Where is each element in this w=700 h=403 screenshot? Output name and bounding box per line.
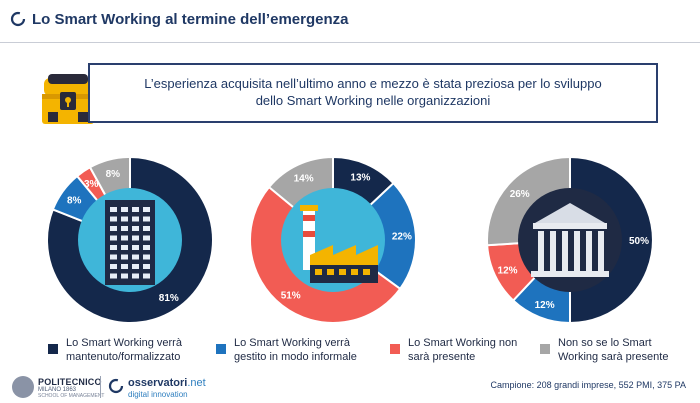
polimi-sub: MILANO 1863: [38, 387, 77, 393]
data-label: 26%: [510, 189, 530, 200]
donut-chart-large-companies: 81% 8% 3% 8%: [45, 155, 215, 325]
data-label: 13%: [350, 173, 370, 184]
header-divider: [0, 42, 700, 43]
legend-swatch: [540, 344, 550, 354]
donut-chart-smes: 13% 22% 51% 14%: [248, 155, 418, 325]
data-label: 51%: [281, 291, 301, 302]
polimi-school: SCHOOL OF MANAGEMENT: [38, 393, 105, 399]
office-building-icon: [78, 188, 182, 292]
callout-line-2: dello Smart Working nelle organizzazioni: [255, 93, 491, 108]
legend-label: Non so se lo Smart Working sarà presente: [558, 337, 669, 363]
legend-swatch: [390, 344, 400, 354]
osservatori-tagline: digital innovation: [128, 390, 188, 399]
polimi-name: POLITECNICO: [38, 377, 102, 387]
donut-chart-svg: 81%8%3%8%: [46, 155, 214, 324]
treasure-chest-icon: [42, 74, 94, 124]
callout-text: L’esperienza acquisita nell’ultimo anno …: [90, 75, 656, 109]
slice-formalized: [46, 155, 214, 324]
chart-legend: Lo Smart Working verrà mantenuto/formali…: [0, 336, 700, 370]
legend-swatch: [216, 344, 226, 354]
data-label: 8%: [67, 195, 82, 206]
data-label: 14%: [294, 174, 314, 185]
data-label: 12%: [535, 300, 555, 311]
legend-label: Lo Smart Working verrà mantenuto/formali…: [66, 337, 182, 363]
donut-chart-svg: 50% 12% 12% 26%: [486, 155, 654, 325]
legend-label: Lo Smart Working non sarà presente: [408, 337, 518, 363]
data-label: 3%: [84, 179, 99, 190]
data-label: 12%: [498, 265, 518, 276]
footer: POLITECNICO MILANO 1863 SCHOOL OF MANAGE…: [0, 372, 700, 403]
donut-chart-svg: 13% 22% 51% 14%: [249, 155, 417, 324]
data-label: 8%: [106, 169, 121, 180]
data-label: 50%: [629, 236, 649, 247]
legend-label: Lo Smart Working verrà gestito in modo i…: [234, 337, 357, 363]
page-title: Lo Smart Working al termine dell’emergen…: [32, 11, 349, 28]
polimi-seal-icon: [12, 376, 34, 398]
sample-note: Campione: 208 grandi imprese, 552 PMI, 3…: [490, 380, 686, 390]
callout-line-1: L’esperienza acquisita nell’ultimo anno …: [144, 76, 602, 91]
donut-chart-public-administration: 50% 12% 12% 26%: [485, 155, 655, 325]
data-label: 22%: [392, 232, 412, 243]
government-building-icon: [518, 188, 622, 292]
legend-swatch: [48, 344, 58, 354]
osservatori-name: osservatori.net: [128, 377, 206, 389]
data-label: 81%: [159, 293, 179, 304]
header: Lo Smart Working al termine dell’emergen…: [0, 0, 700, 43]
osservatori-ring-icon: [108, 378, 124, 394]
factory-icon: [281, 188, 385, 292]
osservatori-ring-icon: [10, 11, 26, 27]
footer-divider: [100, 376, 101, 398]
insight-callout: L’esperienza acquisita nell’ultimo anno …: [88, 63, 658, 123]
